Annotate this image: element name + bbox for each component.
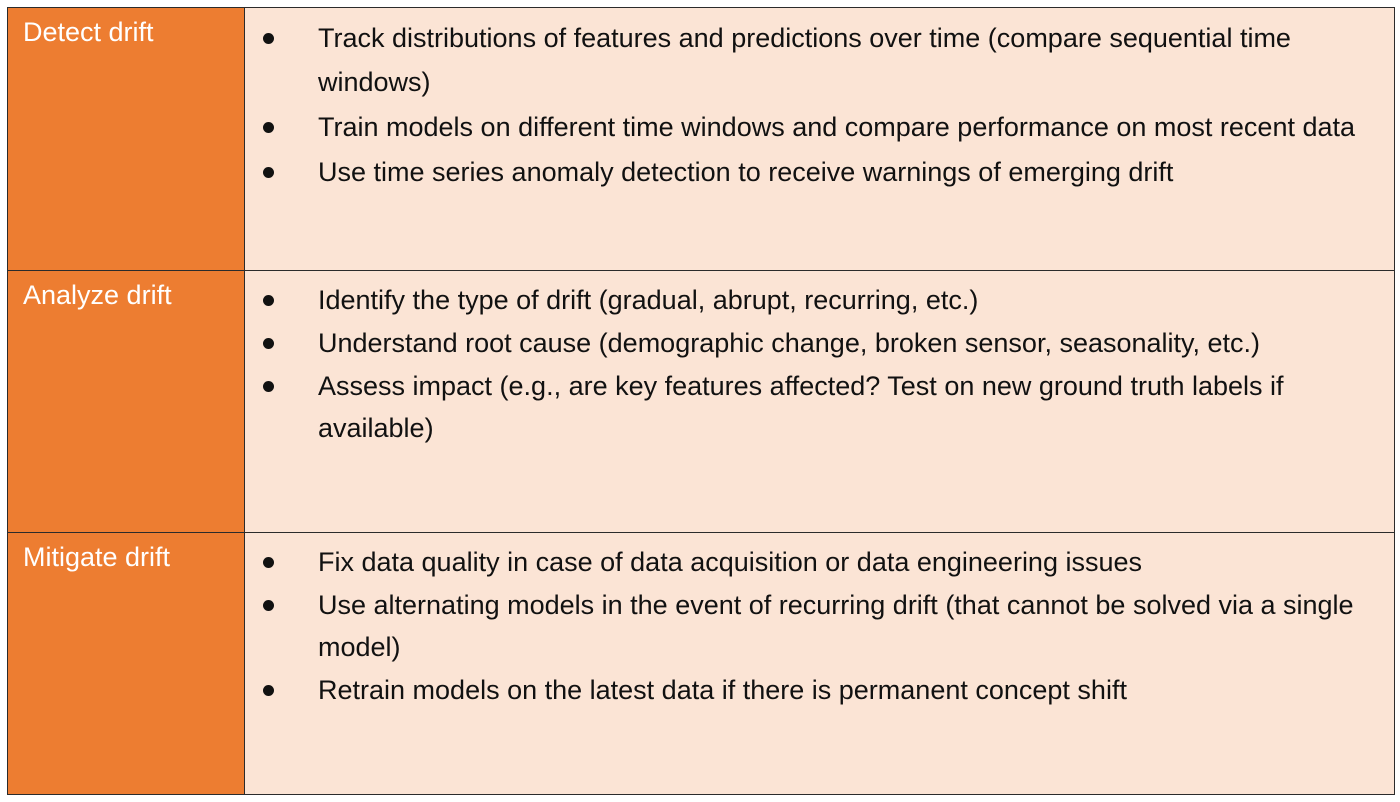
bullet-list: Identify the type of drift (gradual, abr… — [245, 279, 1384, 449]
bullet-list: Track distributions of features and pred… — [245, 16, 1384, 194]
list-item: Use alternating models in the event of r… — [245, 584, 1384, 668]
list-item: Retrain models on the latest data if the… — [245, 669, 1384, 711]
bullet-text: Track distributions of features and pred… — [318, 23, 1291, 97]
bullet-icon — [263, 295, 274, 306]
bullet-icon — [263, 338, 274, 349]
list-item: Use time series anomaly detection to rec… — [245, 150, 1384, 194]
list-item: Fix data quality in case of data acquisi… — [245, 541, 1384, 583]
bullet-icon — [263, 122, 274, 133]
table-row-mitigate-drift: Mitigate drift Fix data quality in case … — [7, 532, 1395, 795]
list-item: Understand root cause (demographic chang… — [245, 322, 1384, 364]
list-item: Identify the type of drift (gradual, abr… — [245, 279, 1384, 321]
table-row-detect-drift: Detect drift Track distributions of feat… — [7, 7, 1395, 271]
bullet-text: Understand root cause (demographic chang… — [318, 328, 1261, 358]
bullet-text: Use alternating models in the event of r… — [318, 590, 1354, 662]
row-content-detect-drift: Track distributions of features and pred… — [244, 7, 1395, 271]
bullet-icon — [263, 381, 274, 392]
bullet-list: Fix data quality in case of data acquisi… — [245, 541, 1384, 711]
row-content-analyze-drift: Identify the type of drift (gradual, abr… — [244, 270, 1395, 533]
row-content-mitigate-drift: Fix data quality in case of data acquisi… — [244, 532, 1395, 795]
bullet-text: Retrain models on the latest data if the… — [318, 675, 1127, 705]
bullet-text: Train models on different time windows a… — [318, 112, 1356, 142]
bullet-icon — [263, 600, 274, 611]
table-row-analyze-drift: Analyze drift Identify the type of drift… — [7, 270, 1395, 533]
bullet-icon — [263, 33, 274, 44]
bullet-text: Use time series anomaly detection to rec… — [318, 157, 1174, 187]
bullet-icon — [263, 557, 274, 568]
row-label-analyze-drift: Analyze drift — [7, 270, 245, 533]
row-label-detect-drift: Detect drift — [7, 7, 245, 271]
bullet-text: Identify the type of drift (gradual, abr… — [318, 285, 979, 315]
drift-management-table: Detect drift Track distributions of feat… — [7, 7, 1395, 795]
row-label-mitigate-drift: Mitigate drift — [7, 532, 245, 795]
list-item: Assess impact (e.g., are key features af… — [245, 365, 1384, 449]
list-item: Track distributions of features and pred… — [245, 16, 1384, 104]
list-item: Train models on different time windows a… — [245, 105, 1384, 149]
bullet-icon — [263, 685, 274, 696]
bullet-text: Assess impact (e.g., are key features af… — [318, 371, 1284, 443]
bullet-icon — [263, 167, 274, 178]
bullet-text: Fix data quality in case of data acquisi… — [318, 547, 1143, 577]
